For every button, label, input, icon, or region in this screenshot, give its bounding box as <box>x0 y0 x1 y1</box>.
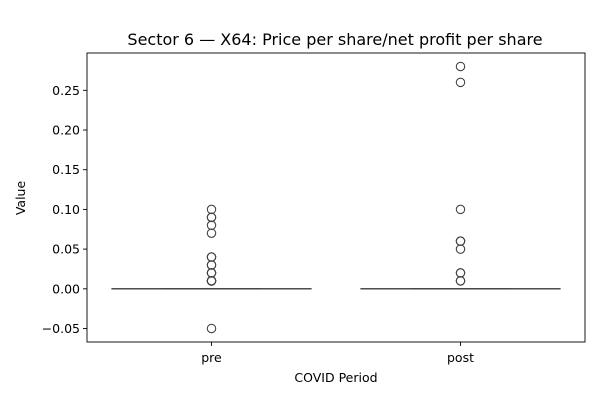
y-tick-label: 0.20 <box>52 123 80 138</box>
outlier-point <box>206 212 217 223</box>
outlier-point <box>455 276 466 286</box>
outlier-point <box>206 228 217 238</box>
outlier-point <box>206 260 217 270</box>
outlier-point <box>206 204 217 215</box>
outlier-point <box>455 244 466 254</box>
outlier-point <box>206 276 217 286</box>
y-axis: −0.05 0.00 0.05 0.10 0.15 0.20 0.25 <box>42 83 87 336</box>
y-tick-label: −0.05 <box>42 321 80 336</box>
box-pre <box>111 204 312 334</box>
plot-area <box>111 61 561 334</box>
y-tick-label: 0.05 <box>52 242 80 257</box>
x-axis: pre post <box>201 342 474 365</box>
x-axis-label: COVID Period <box>294 370 377 385</box>
y-tick-label: 0.10 <box>52 202 80 217</box>
outlier-point <box>455 204 466 215</box>
outlier-point <box>206 323 217 334</box>
outlier-point <box>455 77 466 88</box>
y-tick-label: 0.15 <box>52 162 80 177</box>
x-tick-label-pre: pre <box>201 350 222 365</box>
outlier-point <box>455 61 466 72</box>
outlier-point <box>206 268 217 278</box>
plot-frame <box>86 52 586 343</box>
y-tick-label: 0.00 <box>52 281 80 296</box>
chart-title: Sector 6 — X64: Price per share/net prof… <box>127 30 542 49</box>
y-axis-label: Value <box>13 181 28 216</box>
outlier-point <box>206 220 217 231</box>
y-tick-label: 0.25 <box>52 83 80 98</box>
outlier-point <box>206 252 217 262</box>
box-post <box>360 61 561 290</box>
outlier-point <box>455 268 466 278</box>
x-tick-label-post: post <box>447 350 474 365</box>
outlier-point <box>455 236 466 246</box>
